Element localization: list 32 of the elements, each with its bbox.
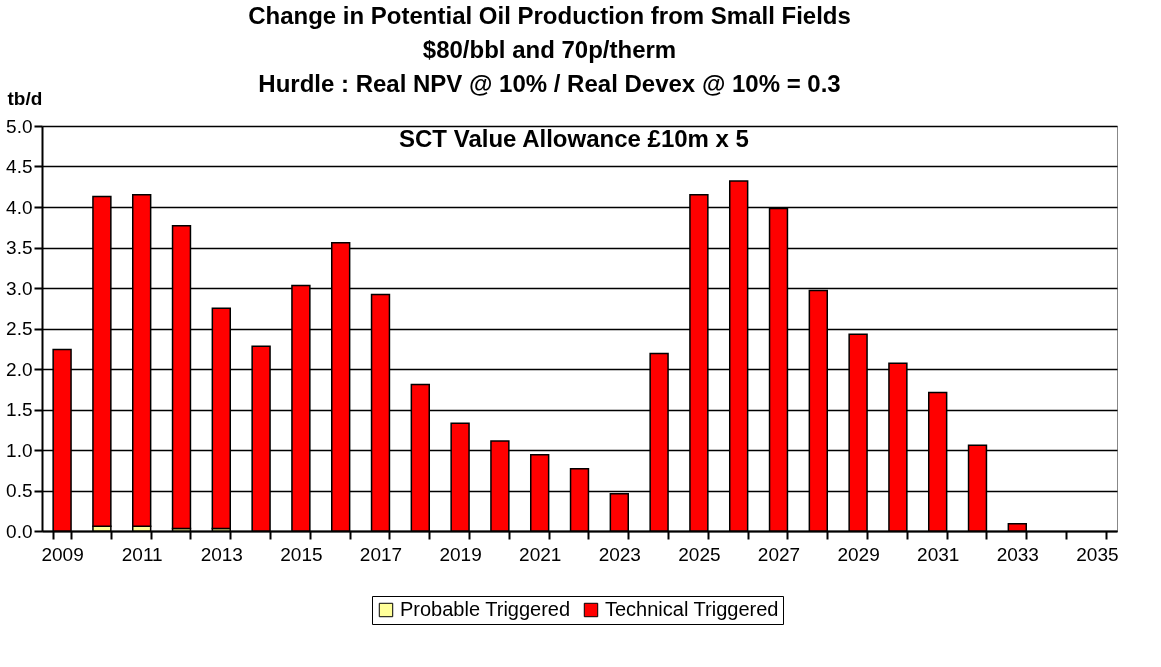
x-tick-label: 2013: [200, 543, 243, 565]
y-tick-label: 1.0: [6, 439, 33, 461]
y-tick-label: 3.5: [6, 237, 33, 258]
x-tick-label: 2023: [598, 543, 641, 565]
y-tick-label: 2.0: [6, 358, 33, 380]
legend-label: Technical Triggered: [605, 598, 779, 620]
y-tick-label: 1.5: [6, 399, 33, 420]
text: Hurdle : Real NPV @ 10% / Real Devex @ 10% = 0.3: [258, 70, 841, 97]
x-tick-label: 2035: [1076, 543, 1119, 565]
x-tick-label: 2009: [41, 543, 84, 565]
y-tick-label: 5.0: [6, 115, 33, 137]
y-tick-label: 2.5: [6, 318, 33, 339]
y-tick-label: 3.0: [6, 277, 33, 299]
y-tick-label: 4.0: [6, 196, 33, 218]
x-tick-label: 2021: [519, 543, 562, 565]
x-tick-label: 2027: [757, 543, 801, 565]
x-tick-label: 2033: [996, 543, 1039, 565]
x-tick-label: 2031: [917, 543, 960, 565]
x-tick-label: 2025: [678, 543, 721, 565]
x-tick-label: 2029: [837, 543, 880, 565]
y-axis-title: tb/d: [7, 87, 43, 109]
y-tick-label: 4.5: [6, 156, 33, 177]
x-tick-label: 2011: [121, 543, 163, 565]
y-tick-label: 0.0: [6, 520, 33, 542]
x-tick-label: 2017: [359, 543, 403, 565]
chart-subtitle: SCT Value Allowance £10m x 5: [399, 125, 749, 152]
x-tick-label: 2019: [439, 543, 482, 565]
y-tick-label: 0.5: [6, 480, 33, 501]
text: $80/bbl and 70p/therm: [422, 36, 677, 63]
text: Change in Potential Oil Production from Small Fields: [248, 2, 851, 29]
legend-label: Probable Triggered: [400, 598, 571, 620]
x-tick-label: 2015: [280, 543, 323, 565]
